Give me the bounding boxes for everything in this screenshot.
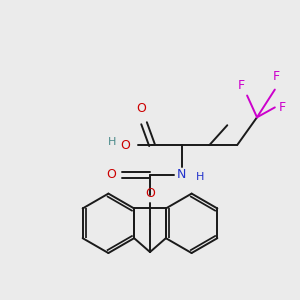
Text: F: F bbox=[279, 101, 286, 114]
Text: O: O bbox=[120, 139, 130, 152]
Text: F: F bbox=[273, 70, 280, 83]
Text: O: O bbox=[106, 168, 116, 181]
Text: N: N bbox=[177, 168, 186, 181]
Text: H: H bbox=[196, 172, 204, 182]
Text: F: F bbox=[238, 79, 245, 92]
Text: H: H bbox=[108, 137, 116, 147]
Text: O: O bbox=[136, 102, 146, 115]
Text: O: O bbox=[145, 187, 155, 200]
